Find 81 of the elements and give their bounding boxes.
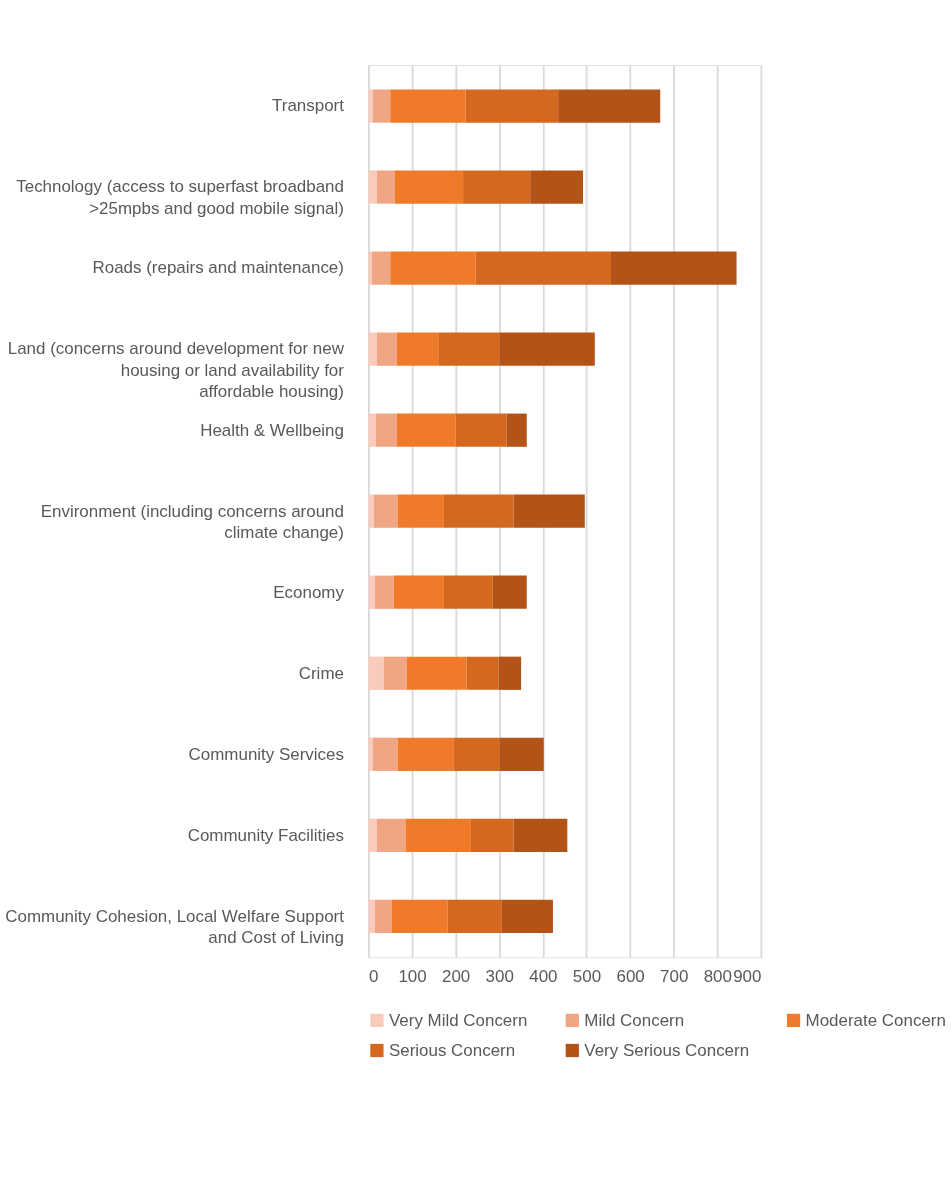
y-tick-label: Community Cohesion, Local Welfare Support and Cost of Living <box>5 906 345 948</box>
x-tick-label: 400 <box>529 966 558 986</box>
bar <box>376 818 406 852</box>
bar <box>368 575 375 609</box>
bar <box>373 494 398 528</box>
bar <box>393 575 444 609</box>
bar <box>376 332 397 366</box>
bar <box>499 332 595 366</box>
x-tick-label: 100 <box>398 966 427 986</box>
bar <box>438 332 500 366</box>
bar <box>390 89 466 123</box>
y-tick-label: Environment (including concerns around climate change) <box>40 501 344 542</box>
x-tick-label: 600 <box>616 966 645 986</box>
bar <box>447 899 502 933</box>
y-tick-label: Transport <box>272 96 345 116</box>
bar <box>368 170 377 204</box>
y-tick-label: Roads (repairs and maintenance) <box>92 258 344 278</box>
bar <box>368 494 374 528</box>
bar <box>383 656 407 690</box>
bar <box>368 332 377 366</box>
bar <box>368 413 376 447</box>
bar <box>405 818 471 852</box>
x-tick-label: 0 <box>368 966 379 986</box>
bar <box>368 899 375 933</box>
bar <box>498 656 522 690</box>
x-tick-label: 700 <box>660 966 689 986</box>
bar <box>397 494 444 528</box>
legend-label: Very Serious Concern <box>584 1040 750 1060</box>
bar <box>492 575 527 609</box>
bar <box>501 899 553 933</box>
bar <box>397 737 454 771</box>
y-tick-label: Technology (access to superfast broadband >25mpbs and good mobile signal) <box>16 177 344 218</box>
bar <box>506 413 527 447</box>
bar <box>470 818 514 852</box>
bar <box>558 89 661 123</box>
bar <box>372 737 398 771</box>
bar <box>368 251 372 285</box>
bar <box>443 494 514 528</box>
y-tick-label: Community Facilities <box>187 825 344 845</box>
legend-label: Very Mild Concern <box>388 1010 528 1030</box>
bar <box>465 89 559 123</box>
bar <box>396 413 456 447</box>
y-tick-label: Health & Wellbeing <box>200 420 344 440</box>
x-tick-label: 200 <box>441 966 471 986</box>
bar <box>610 251 737 285</box>
bar <box>390 251 476 285</box>
bar <box>394 170 464 204</box>
legend-label: Moderate Concern <box>805 1010 946 1030</box>
bar <box>475 251 611 285</box>
bar <box>513 818 568 852</box>
x-tick-label: 800 <box>703 966 732 986</box>
bar <box>368 656 384 690</box>
bar <box>375 413 397 447</box>
bar <box>466 656 499 690</box>
bar <box>392 899 448 933</box>
bar <box>530 170 584 204</box>
bar <box>374 899 392 933</box>
y-tick-label: Crime <box>298 663 344 683</box>
bar <box>396 332 439 366</box>
bar <box>499 737 544 771</box>
x-tick-label: 300 <box>485 966 514 986</box>
bar <box>453 737 500 771</box>
bar <box>513 494 585 528</box>
y-tick-label: Community Services <box>188 744 344 764</box>
x-tick-label: 500 <box>572 966 602 986</box>
bar <box>368 737 373 771</box>
legend-label: Serious Concern <box>388 1040 516 1060</box>
y-tick-label: Land (concerns around development for new housing or land availability for affordable housing) <box>7 339 345 402</box>
bar <box>406 656 467 690</box>
bar <box>443 575 493 609</box>
bar <box>374 575 394 609</box>
bar <box>455 413 507 447</box>
bar <box>372 89 391 123</box>
bar <box>463 170 531 204</box>
y-tick-label: Economy <box>273 582 345 602</box>
bar <box>376 170 395 204</box>
bar <box>368 818 377 852</box>
bar <box>368 89 373 123</box>
legend-label: Mild Concern <box>584 1010 685 1030</box>
bar <box>371 251 391 285</box>
x-tick-label: 900 <box>733 966 762 986</box>
